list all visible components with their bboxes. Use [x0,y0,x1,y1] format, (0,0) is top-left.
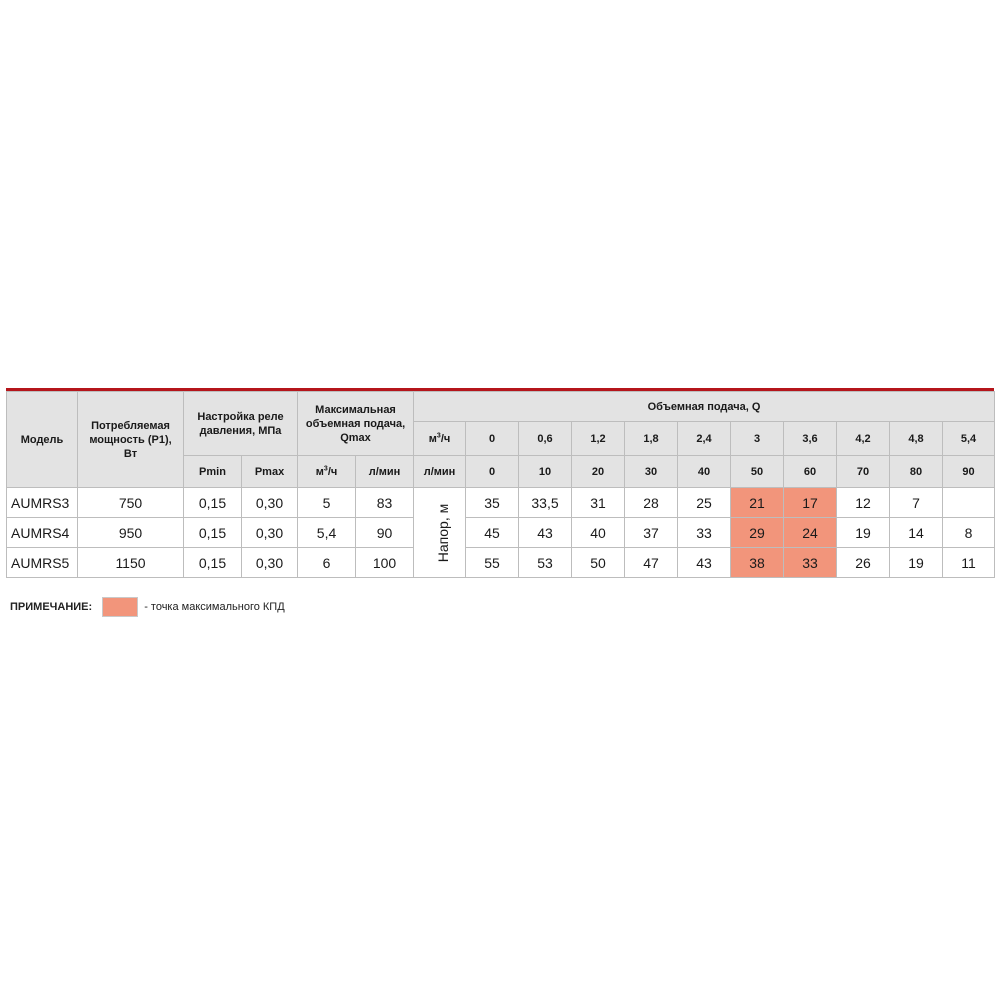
header-qmax: Максимальная объемная подача, Qmax [297,391,415,456]
head-value-cell [942,487,996,518]
header-row-lmin: Pmin Pmax м3/ч л/мин л/мин 0 10 20 30 40 50 60… [7,455,996,488]
head-value-cell: 47 [624,547,679,578]
head-value-cell: 17 [783,487,838,518]
note-title: ПРИМЕЧАНИЕ: [10,601,93,613]
flow-unit-lmin: л/мин [413,455,467,488]
power-cell: 1150 [77,547,184,578]
head-value-cell: 35 [465,487,520,518]
qmax-m3h-cell: 5 [297,487,357,518]
head-value-cell: 38 [730,547,785,578]
note-text: - точка максимального КПД [144,601,285,613]
pmin-cell: 0,15 [183,517,242,548]
pump-spec-table: Модель Потребляемая мощность (P1), Вт На… [6,391,996,578]
header-row-m3h: м3/ч 0 0,6 1,2 1,8 2,4 3 3,6 4,2 4,8 5,4 [7,421,996,456]
flow-m3h-value: 3 [730,421,785,456]
flow-m3h-value: 5,4 [942,421,996,456]
head-value-cell: 21 [730,487,785,518]
flow-m3h-value: 2,4 [677,421,732,456]
flow-lmin-value: 70 [836,455,891,488]
flow-lmin-value: 10 [518,455,573,488]
header-pmin: Pmin [183,455,242,488]
flow-m3h-value: 4,8 [889,421,944,456]
flow-lmin-value: 50 [730,455,785,488]
flow-lmin-value: 30 [624,455,679,488]
head-value-cell: 33,5 [518,487,573,518]
header-power: Потребляемая мощность (P1), Вт [77,391,184,488]
qmax-m3h-cell: 5,4 [297,517,357,548]
header-pmax: Pmax [240,455,299,488]
head-value-cell: 19 [836,517,891,548]
note-legend: ПРИМЕЧАНИЕ: - точка максимального КПД [10,596,285,618]
head-value-cell: 43 [677,547,732,578]
pmin-cell: 0,15 [183,547,242,578]
flow-lmin-value: 40 [677,455,732,488]
head-value-cell: 26 [836,547,891,578]
head-value-cell: 53 [518,547,573,578]
head-value-cell: 55 [465,547,520,578]
pmax-cell: 0,30 [240,547,299,578]
table-row: AUMRS4 950 0,15 0,30 5,4 90 45 43 40 37 33 29… [6,517,996,548]
pmax-cell: 0,30 [240,487,299,518]
head-value-cell: 25 [677,487,732,518]
qmax-lmin-cell: 83 [355,487,415,518]
flow-m3h-value: 3,6 [783,421,838,456]
qmax-lmin-cell: 90 [355,517,415,548]
flow-lmin-value: 20 [571,455,626,488]
head-value-cell: 45 [465,517,520,548]
flow-m3h-value: 0,6 [518,421,573,456]
flow-lmin-value: 80 [889,455,944,488]
model-cell: AUMRS4 [6,517,78,548]
head-value-cell: 43 [518,517,573,548]
power-cell: 950 [77,517,184,548]
table-row: AUMRS3 750 0,15 0,30 5 83 Напор, м 35 33,… [6,487,996,578]
head-value-cell: 31 [571,487,626,518]
flow-m3h-value: 1,2 [571,421,626,456]
pmax-cell: 0,30 [240,517,299,548]
head-value-cell: 24 [783,517,838,548]
flow-lmin-value: 0 [465,455,520,488]
flow-lmin-value: 60 [783,455,838,488]
qmax-lmin-cell: 100 [355,547,415,578]
head-value-cell: 14 [889,517,944,548]
head-value-cell: 8 [942,517,996,548]
power-cell: 750 [77,487,184,518]
head-value-cell: 19 [889,547,944,578]
qmax-unit-lmin: л/мин [355,455,415,488]
max-efficiency-swatch [102,597,139,617]
header-flow: Объемная подача, Q [413,391,996,422]
flow-m3h-value: 0 [465,421,520,456]
head-value-cell: 12 [836,487,891,518]
head-value-cell: 37 [624,517,679,548]
head-value-cell: 7 [889,487,944,518]
header-relay: Настройка реле давления, МПа [182,391,299,456]
head-value-cell: 33 [677,517,732,548]
model-cell: AUMRS5 [6,547,78,578]
head-value-cell: 11 [942,547,996,578]
head-value-cell: 50 [571,547,626,578]
flow-lmin-value: 90 [942,455,996,488]
head-value-cell: 40 [571,517,626,548]
head-value-cell: 33 [783,547,838,578]
header-model: Модель [6,391,78,488]
spec-table-wrapper: Модель Потребляемая мощность (P1), Вт На… [6,388,996,578]
qmax-unit-m3h: м3/ч [297,455,357,488]
qmax-m3h-cell: 6 [297,547,357,578]
head-axis-label: Напор, м [413,487,467,578]
header-row-1: Модель Потребляемая мощность (P1), Вт На… [6,391,996,488]
flow-m3h-value: 1,8 [624,421,679,456]
flow-m3h-value: 4,2 [836,421,891,456]
model-cell: AUMRS3 [6,487,78,518]
head-value-cell: 28 [624,487,679,518]
flow-unit-m3h: м3/ч [413,421,467,456]
head-value-cell: 29 [730,517,785,548]
table-row: AUMRS5 1150 0,15 0,30 6 100 55 53 50 47 43 38… [6,547,996,578]
pmin-cell: 0,15 [183,487,242,518]
